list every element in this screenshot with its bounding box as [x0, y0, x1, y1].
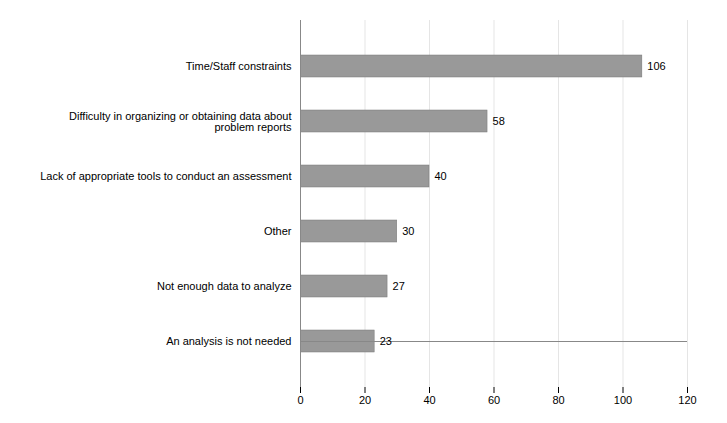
svg-text:80: 80 [552, 394, 564, 406]
svg-text:An analysis is not needed: An analysis is not needed [166, 335, 291, 347]
svg-text:Difficulty in organizing or ob: Difficulty in organizing or obtaining da… [69, 110, 292, 133]
svg-text:106: 106 [647, 60, 665, 72]
svg-text:40: 40 [423, 394, 435, 406]
svg-text:40: 40 [435, 170, 447, 182]
svg-text:Time/Staff constraints: Time/Staff constraints [186, 60, 292, 72]
svg-text:120: 120 [678, 394, 696, 406]
svg-text:100: 100 [614, 394, 632, 406]
svg-text:Other: Other [264, 225, 292, 237]
svg-text:30: 30 [402, 225, 414, 237]
svg-text:60: 60 [488, 394, 500, 406]
svg-text:20: 20 [359, 394, 371, 406]
svg-text:0: 0 [297, 394, 303, 406]
svg-text:Not enough data to analyze: Not enough data to analyze [157, 280, 292, 292]
svg-text:23: 23 [380, 335, 392, 347]
svg-text:27: 27 [393, 280, 405, 292]
svg-text:58: 58 [493, 115, 505, 127]
svg-text:Lack of appropriate tools to c: Lack of appropriate tools to conduct an … [40, 170, 291, 182]
